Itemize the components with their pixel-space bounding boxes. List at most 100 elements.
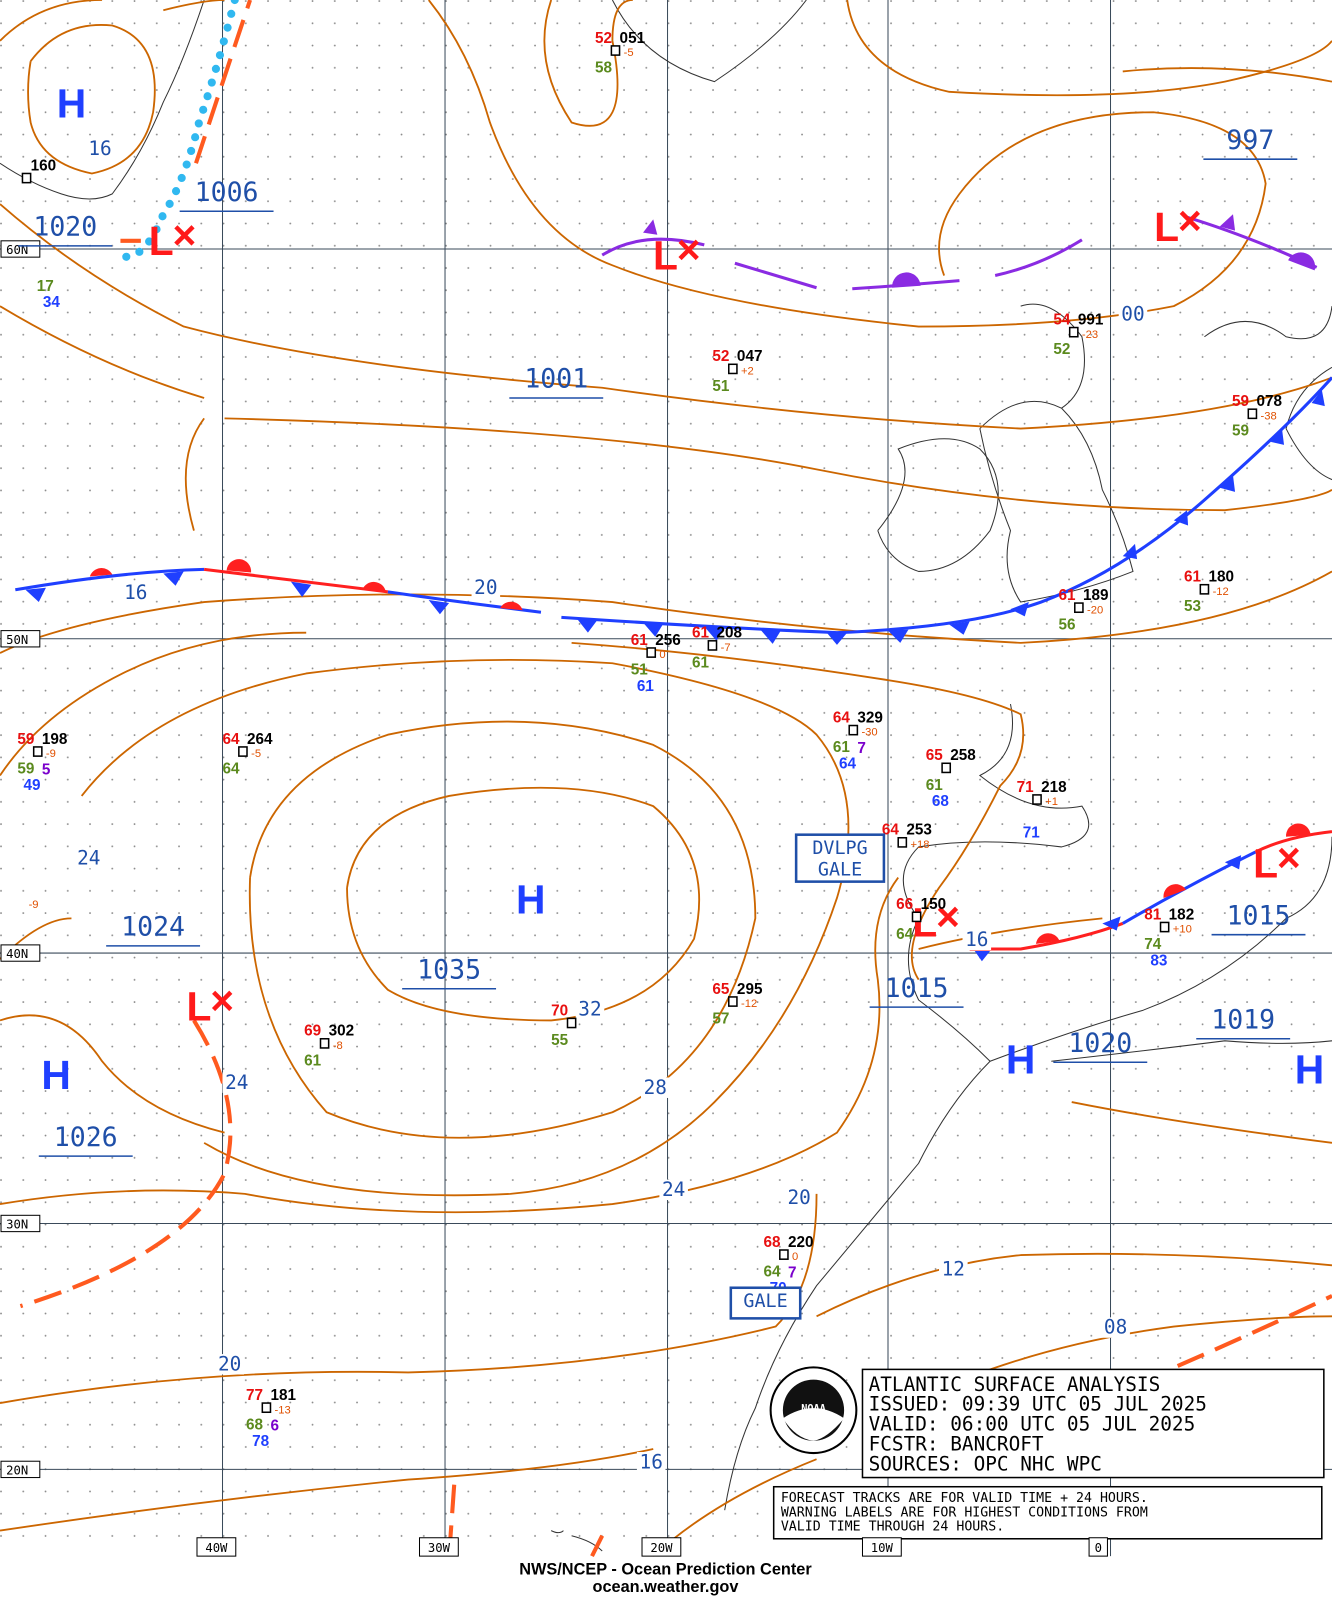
station-pressure: 295 [737, 981, 763, 998]
station-plot: 52 047+2 51 [712, 348, 762, 395]
station-symbol [1199, 583, 1210, 595]
isobar-label-bg [471, 577, 501, 598]
station-symbol [566, 1017, 577, 1029]
station-plot: 64 253+18 [882, 822, 932, 851]
pressure-label: 1015 [1227, 900, 1291, 931]
station-plot: -9 [29, 899, 39, 911]
info-line: FCSTR: BANCROFT [869, 1433, 1044, 1456]
station-dewpoint: 61 [304, 1052, 322, 1069]
warning-box [729, 1286, 802, 1320]
station-pressure: 182 [1169, 906, 1195, 923]
isobar-label: 24 [77, 846, 100, 869]
station-extra: 83 [1150, 952, 1167, 969]
pressure-label: 1015 [885, 973, 949, 1004]
station-plot: 71 218+1 71 [1017, 779, 1068, 842]
station-pressure: 051 [620, 30, 646, 47]
pressure-center: H [516, 876, 545, 922]
station-temp: 71 [1017, 779, 1035, 796]
low-x: × [210, 977, 234, 1023]
isobar-label: 24 [662, 1178, 685, 1201]
lat-label: 20N [6, 1463, 28, 1477]
station-plot: 64 264-5 64 [223, 731, 274, 778]
station-dewpoint: 64 [896, 926, 914, 943]
station-tendency: -12 [741, 998, 757, 1010]
station-dewpoint: 57 [712, 1010, 729, 1027]
station-pressure: 302 [329, 1023, 355, 1040]
pressure-label: 1001 [524, 364, 588, 395]
lat-label-box [0, 944, 41, 962]
lat-label-box [0, 1460, 41, 1479]
station-temp: 70 [551, 1002, 568, 1019]
isobar-label-bg [1118, 304, 1148, 325]
station-symbol [779, 1249, 789, 1260]
station-extra: 64 [839, 755, 857, 772]
pressure-label: 1020 [33, 212, 97, 243]
info-line: VALID: 06:00 UTC 05 JUL 2025 [869, 1413, 1196, 1436]
lon-label-box [641, 1537, 682, 1557]
low-x: × [1178, 198, 1202, 244]
isobar-label-bg [1101, 1317, 1130, 1338]
station-tendency: +18 [910, 839, 929, 851]
station-dewpoint: 53 [1184, 598, 1201, 615]
isobar-label: 16 [965, 928, 988, 951]
station-dewpoint: 55 [551, 1032, 569, 1049]
pressure-center: L [187, 983, 212, 1029]
station-symbol [1247, 408, 1258, 420]
station-plot: 160 [21, 157, 56, 184]
station-extra: 61 [637, 678, 655, 695]
station-dewpoint: 59 [1232, 423, 1249, 440]
pressure-center: H [41, 1052, 70, 1098]
station-dewpoint: 52 [1053, 341, 1070, 358]
station-temp: 59 [1232, 393, 1249, 410]
pressure-center: L [912, 900, 937, 946]
lat-label: 50N [6, 633, 28, 647]
station-temp: 61 [631, 632, 649, 649]
station-extra: 68 [932, 793, 950, 810]
lat-label: 30N [6, 1218, 28, 1232]
warning-box [794, 833, 886, 883]
lat-label-box [0, 1214, 41, 1233]
note-line: VALID TIME THROUGH 24 HOURS. [781, 1520, 1004, 1535]
lon-label-box [861, 1537, 902, 1557]
pressure-center: L [149, 218, 174, 264]
station-temp: 68 [763, 1234, 781, 1251]
isobar-label-bg [575, 998, 605, 1020]
isobar-label: 08 [1104, 1316, 1127, 1339]
station-temp: 64 [882, 822, 900, 839]
station-extra: 5 [42, 761, 51, 778]
pressure-center: L [1154, 204, 1179, 250]
isobar-label: 16 [124, 581, 147, 604]
pressure-label: 1019 [1211, 1005, 1275, 1036]
station-tendency: 0 [659, 649, 665, 661]
info-box [861, 1368, 1325, 1479]
station-tendency: -8 [333, 1040, 343, 1052]
station-tendency: -7 [721, 642, 731, 654]
station-extra: 78 [252, 1433, 270, 1450]
station-temp: 81 [1144, 906, 1162, 923]
station-tendency: -5 [624, 47, 634, 59]
lon-label: 10W [871, 1541, 894, 1555]
isobar-label-bg [74, 847, 104, 869]
lat-label-box [0, 630, 41, 648]
station-plot: 59 198-9 59 549 [17, 731, 68, 794]
station-symbol [21, 172, 32, 184]
station-tendency: -20 [1087, 604, 1103, 616]
pressure-label: 997 [1226, 125, 1274, 156]
note-line: FORECAST TRACKS ARE FOR VALID TIME + 24 … [781, 1491, 1148, 1506]
station-symbol [1068, 326, 1079, 338]
note-line: WARNING LABELS ARE FOR HIGHEST CONDITION… [781, 1505, 1148, 1520]
station-symbol [646, 647, 657, 658]
isobar-label-bg [939, 1259, 968, 1280]
station-temp: 61 [1058, 587, 1076, 604]
station-dewpoint: 68 [246, 1417, 264, 1434]
station-tendency: +1 [1045, 796, 1058, 808]
low-x: × [677, 226, 701, 272]
station-dewpoint: 17 [37, 278, 54, 295]
coastlines [0, 0, 1332, 1552]
station-temp: 66 [896, 896, 913, 913]
station-tendency: +10 [1173, 924, 1192, 936]
station-temp: 54 [1053, 311, 1071, 328]
